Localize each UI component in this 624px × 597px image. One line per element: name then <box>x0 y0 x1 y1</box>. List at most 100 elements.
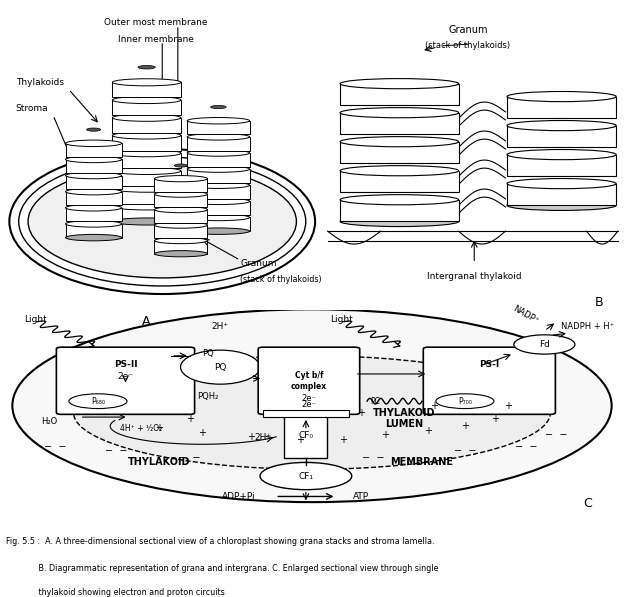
Ellipse shape <box>112 218 181 225</box>
Text: +: + <box>247 432 255 442</box>
Text: +: + <box>492 414 499 424</box>
Text: PQ: PQ <box>214 362 227 372</box>
Text: Granum: Granum <box>448 25 488 35</box>
Text: CF₁: CF₁ <box>298 472 313 481</box>
Text: C: C <box>583 497 592 510</box>
Text: PQH₂: PQH₂ <box>197 392 219 401</box>
Text: +: + <box>504 401 512 411</box>
Text: +: + <box>424 426 432 436</box>
Bar <box>66 143 122 157</box>
FancyBboxPatch shape <box>56 347 195 414</box>
Bar <box>340 171 459 192</box>
Bar <box>187 217 250 231</box>
Bar <box>66 159 122 173</box>
Text: 4H⁺ + ¹⁄₂O₂: 4H⁺ + ¹⁄₂O₂ <box>120 424 162 433</box>
Ellipse shape <box>187 118 250 124</box>
Ellipse shape <box>174 164 188 167</box>
Text: −  −: − − <box>362 453 384 463</box>
Bar <box>66 192 122 205</box>
Bar <box>66 208 122 221</box>
Text: LUMEN: LUMEN <box>384 419 423 429</box>
Bar <box>187 121 250 134</box>
Text: PS-II: PS-II <box>114 361 137 370</box>
Text: −  −: − − <box>454 446 476 456</box>
Ellipse shape <box>66 189 122 195</box>
Bar <box>187 153 250 167</box>
Ellipse shape <box>507 179 617 189</box>
Ellipse shape <box>211 106 227 109</box>
Ellipse shape <box>187 228 250 235</box>
Text: THYLAKOID: THYLAKOID <box>373 408 435 417</box>
Ellipse shape <box>155 207 207 213</box>
Ellipse shape <box>69 394 127 408</box>
Text: NADPH + H⁺: NADPH + H⁺ <box>560 322 614 331</box>
Bar <box>155 210 208 223</box>
Text: ADP+Pi: ADP+Pi <box>222 492 255 501</box>
Bar <box>187 137 250 150</box>
Text: Light: Light <box>330 315 353 324</box>
Ellipse shape <box>260 463 352 490</box>
Ellipse shape <box>187 182 250 189</box>
Text: +: + <box>431 401 438 411</box>
Text: Cyt b/f
complex: Cyt b/f complex <box>291 371 327 391</box>
Ellipse shape <box>187 134 250 140</box>
Text: 2H⁺: 2H⁺ <box>255 433 271 442</box>
Ellipse shape <box>112 167 181 174</box>
Text: THYLAKOID: THYLAKOID <box>128 457 190 467</box>
Bar <box>112 100 181 115</box>
Ellipse shape <box>507 200 617 211</box>
Text: −  −: − − <box>515 442 537 451</box>
FancyBboxPatch shape <box>423 347 555 414</box>
FancyBboxPatch shape <box>258 347 359 414</box>
Text: PC: PC <box>370 396 380 406</box>
Ellipse shape <box>66 205 122 211</box>
Text: Stroma: Stroma <box>16 104 48 113</box>
Bar <box>112 189 181 204</box>
Ellipse shape <box>12 309 612 502</box>
Bar <box>285 413 327 458</box>
Text: +: + <box>198 428 206 438</box>
Text: (stack of thylakoids): (stack of thylakoids) <box>240 275 322 284</box>
Text: −  −: − − <box>105 446 127 456</box>
Bar <box>66 176 122 189</box>
Ellipse shape <box>507 149 617 159</box>
Bar <box>507 184 617 205</box>
Text: +: + <box>461 421 469 431</box>
Text: PS-I: PS-I <box>479 361 499 370</box>
Text: Light: Light <box>24 315 47 324</box>
Bar <box>340 200 459 221</box>
Bar <box>112 118 181 133</box>
Bar <box>112 136 181 150</box>
Ellipse shape <box>87 128 100 131</box>
Bar <box>66 224 122 238</box>
Text: +: + <box>357 408 365 417</box>
Bar <box>187 201 250 215</box>
Ellipse shape <box>507 91 617 101</box>
Text: thylakoid showing electron and proton circuits: thylakoid showing electron and proton ci… <box>6 588 225 597</box>
Bar <box>112 207 181 221</box>
Ellipse shape <box>112 97 181 103</box>
Ellipse shape <box>155 191 207 197</box>
Bar <box>155 225 208 238</box>
Bar <box>187 185 250 199</box>
Ellipse shape <box>155 222 207 228</box>
Bar <box>340 141 459 164</box>
Text: 2H⁺: 2H⁺ <box>212 322 229 331</box>
Text: −  −: − − <box>44 442 66 451</box>
Bar <box>507 97 617 118</box>
Bar <box>155 241 208 254</box>
Text: +: + <box>155 423 163 433</box>
Text: −  −: − − <box>545 430 568 440</box>
Ellipse shape <box>155 238 207 244</box>
Ellipse shape <box>514 335 575 354</box>
Ellipse shape <box>436 394 494 408</box>
Ellipse shape <box>112 132 181 139</box>
Text: +: + <box>296 435 304 445</box>
Ellipse shape <box>138 66 155 69</box>
Text: Fig. 5.5 :  A. A three-dimensional sectional view of a chloroplast showing grana: Fig. 5.5 : A. A three-dimensional sectio… <box>6 537 435 546</box>
Ellipse shape <box>340 195 459 205</box>
Ellipse shape <box>340 165 459 176</box>
Text: CF₀: CF₀ <box>298 430 313 440</box>
Ellipse shape <box>155 251 207 257</box>
Ellipse shape <box>66 235 122 241</box>
